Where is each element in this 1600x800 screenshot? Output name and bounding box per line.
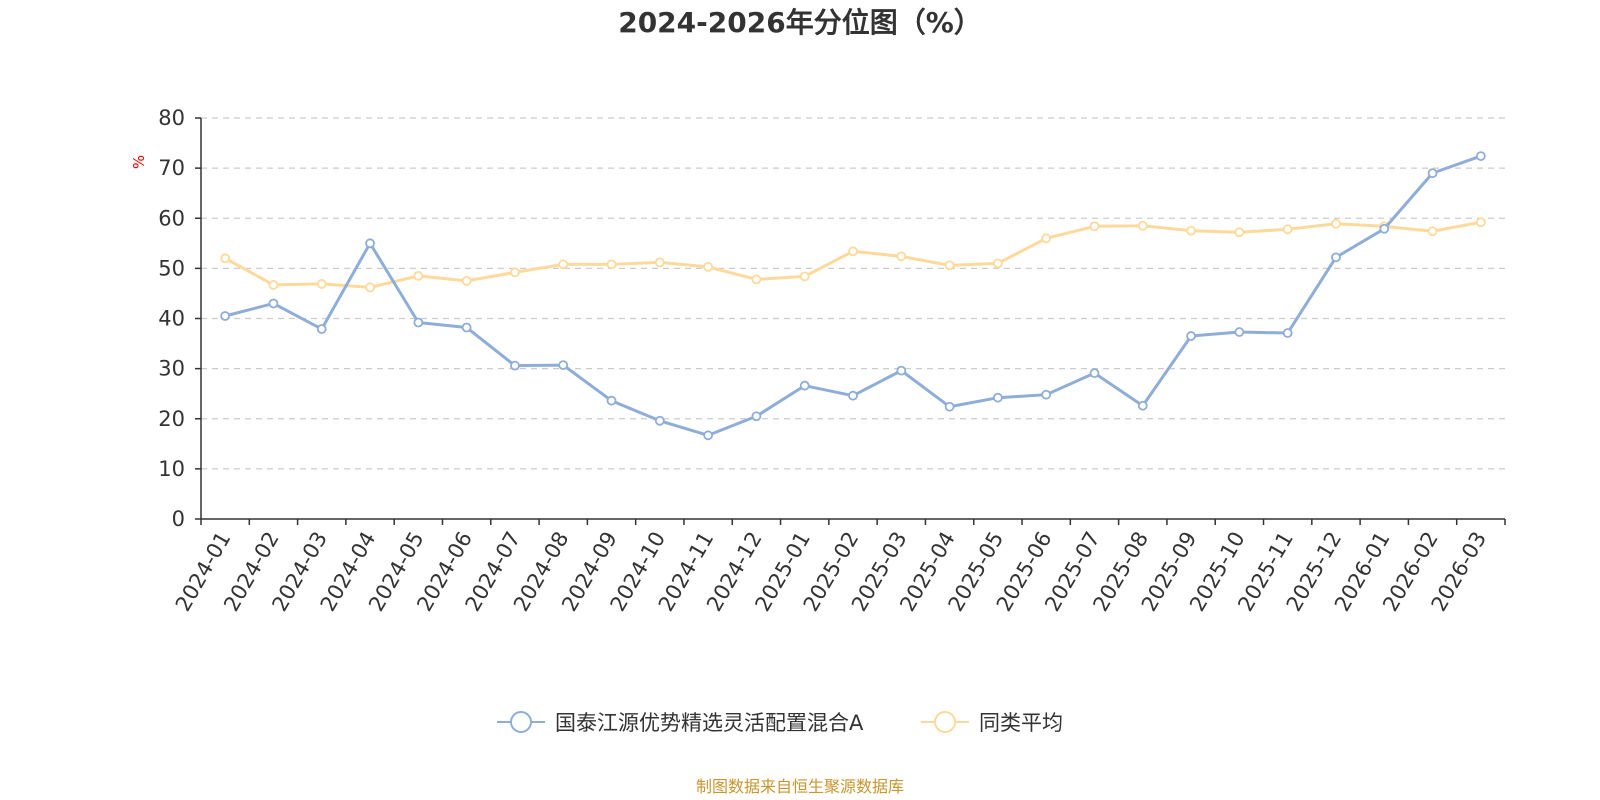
y-tick-label: 60: [158, 206, 185, 230]
chart-title: 2024-2026年分位图（%）: [618, 6, 982, 39]
data-point[interactable]: [606, 259, 617, 270]
gridlines: [201, 117, 1505, 470]
data-point[interactable]: [413, 317, 424, 328]
data-point[interactable]: [510, 267, 520, 278]
data-point[interactable]: [944, 260, 955, 271]
data-point[interactable]: [703, 261, 714, 272]
data-point[interactable]: [1186, 331, 1196, 341]
data-point[interactable]: [1427, 168, 1438, 179]
data-source-note: 制图数据来自恒生聚源数据库: [696, 777, 904, 796]
y-tick-label: 0: [172, 507, 185, 531]
data-point[interactable]: [799, 271, 810, 282]
legend[interactable]: 国泰江源优势精选灵活配置混合A 同类平均: [497, 711, 1063, 735]
data-point[interactable]: [365, 282, 375, 293]
data-point[interactable]: [992, 258, 1003, 269]
data-point[interactable]: [1041, 389, 1052, 400]
y-axis-unit-label: %: [130, 155, 148, 169]
data-point[interactable]: [1427, 226, 1438, 237]
series-0: [220, 151, 1486, 441]
data-point[interactable]: [1089, 368, 1100, 379]
data-point[interactable]: [848, 390, 858, 401]
data-point[interactable]: [316, 324, 327, 334]
data-point[interactable]: [799, 380, 810, 391]
data-point[interactable]: [703, 430, 714, 441]
data-point[interactable]: [558, 360, 569, 371]
data-point[interactable]: [220, 253, 231, 264]
data-point[interactable]: [268, 280, 279, 290]
y-tick-label: 20: [158, 407, 185, 431]
data-point[interactable]: [1475, 151, 1486, 161]
data-point[interactable]: [606, 395, 617, 406]
legend-label: 国泰江源优势精选灵活配置混合A: [555, 711, 864, 735]
data-point[interactable]: [461, 322, 472, 333]
legend-marker: [510, 711, 532, 733]
data-point[interactable]: [220, 311, 231, 321]
data-point[interactable]: [751, 274, 762, 285]
data-point[interactable]: [1282, 224, 1293, 235]
data-point[interactable]: [751, 411, 762, 422]
y-tick-label: 80: [158, 106, 185, 130]
data-point[interactable]: [268, 298, 279, 309]
data-point[interactable]: [365, 238, 375, 249]
legend-item-0[interactable]: 国泰江源优势精选灵活配置混合A: [497, 711, 864, 735]
data-point[interactable]: [558, 259, 569, 270]
legend-label: 同类平均: [979, 711, 1063, 735]
series-1: [220, 217, 1486, 293]
y-tick-label: 40: [158, 307, 185, 331]
data-point[interactable]: [1186, 225, 1196, 236]
y-tick-label: 30: [158, 357, 185, 381]
y-tick-label: 10: [158, 457, 185, 481]
data-point[interactable]: [1041, 233, 1052, 244]
data-point[interactable]: [992, 392, 1003, 403]
data-point[interactable]: [1137, 220, 1148, 231]
data-point[interactable]: [461, 276, 472, 286]
data-point[interactable]: [1234, 327, 1245, 337]
data-point[interactable]: [316, 279, 327, 289]
x-axis-ticks: 2024-012024-022024-032024-042024-052024-…: [171, 519, 1506, 615]
y-tick-label: 50: [158, 256, 185, 280]
data-point[interactable]: [1089, 221, 1100, 232]
data-point[interactable]: [1379, 223, 1390, 234]
data-point[interactable]: [1475, 217, 1486, 228]
series-lines: [220, 151, 1486, 441]
data-point[interactable]: [654, 257, 665, 268]
data-point[interactable]: [896, 251, 907, 262]
data-point[interactable]: [1282, 328, 1293, 338]
data-point[interactable]: [654, 415, 665, 426]
data-point[interactable]: [896, 365, 907, 376]
data-point[interactable]: [1137, 400, 1148, 411]
data-point[interactable]: [413, 270, 424, 281]
data-point[interactable]: [1331, 218, 1341, 229]
legend-item-1[interactable]: 同类平均: [921, 711, 1063, 735]
data-point[interactable]: [944, 401, 955, 412]
data-point[interactable]: [510, 360, 520, 371]
data-point[interactable]: [1331, 252, 1341, 263]
y-tick-label: 70: [158, 156, 185, 180]
legend-marker: [934, 711, 956, 733]
data-point[interactable]: [1234, 227, 1245, 238]
y-axis-ticks: 0 10 20 30 40 50 60 70 80: [158, 106, 201, 531]
data-point[interactable]: [848, 246, 858, 257]
